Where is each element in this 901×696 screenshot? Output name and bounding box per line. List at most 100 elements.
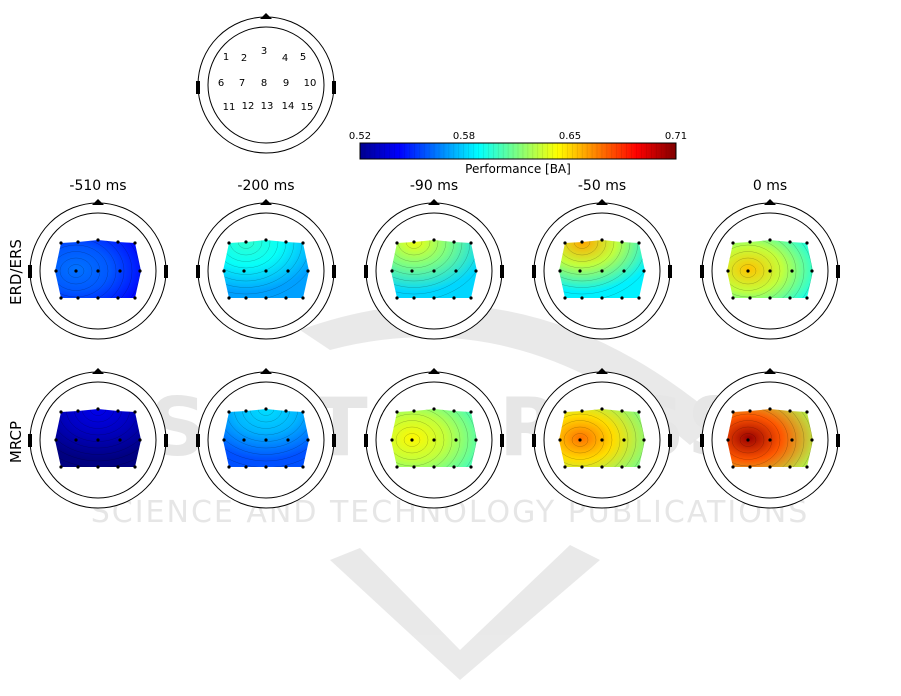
nose-icon bbox=[428, 368, 440, 374]
electrode-dot bbox=[284, 296, 288, 300]
electrode-dot bbox=[222, 269, 226, 273]
contour-line bbox=[391, 420, 437, 460]
topomap-erd bbox=[700, 199, 840, 340]
electrode-dot bbox=[286, 438, 290, 442]
contour-line bbox=[391, 413, 445, 467]
electrode-dot bbox=[242, 438, 246, 442]
electrode-dot bbox=[432, 407, 436, 411]
montage-channel-label: 9 bbox=[283, 78, 289, 89]
electrode-dot bbox=[116, 296, 120, 300]
electrode-dot bbox=[637, 241, 641, 245]
contour-line bbox=[727, 240, 805, 298]
head-inner-circle bbox=[39, 381, 157, 499]
left-ear-icon bbox=[28, 265, 32, 278]
electrode-dot bbox=[432, 465, 436, 469]
electrode-dot bbox=[116, 240, 120, 244]
electrode-dot bbox=[600, 269, 604, 273]
contour-line bbox=[727, 240, 797, 298]
electrode-dot bbox=[452, 465, 456, 469]
electrode-dot bbox=[76, 296, 80, 300]
electrode-dot bbox=[227, 241, 231, 245]
electrode-dot bbox=[790, 438, 794, 442]
electrode-dot bbox=[96, 438, 100, 442]
contour-line bbox=[403, 433, 421, 447]
head-inner-circle bbox=[543, 381, 661, 499]
topomap-surface bbox=[223, 240, 309, 298]
electrode-dot bbox=[244, 465, 248, 469]
topomap-mrcp bbox=[28, 368, 168, 509]
electrode-dot bbox=[432, 296, 436, 300]
electrode-dot bbox=[748, 240, 752, 244]
electrode-dot bbox=[790, 269, 794, 273]
right-ear-icon bbox=[836, 265, 840, 278]
head-inner-circle bbox=[375, 381, 493, 499]
electrode-dot bbox=[600, 238, 604, 242]
electrode-dot bbox=[96, 269, 100, 273]
topomap-mrcp bbox=[532, 368, 672, 509]
topomap-surface bbox=[391, 409, 477, 467]
right-ear-icon bbox=[668, 434, 672, 447]
electrode-dot bbox=[96, 238, 100, 242]
contour-line bbox=[391, 409, 469, 467]
electrode-dot bbox=[395, 465, 399, 469]
electrode-dot bbox=[452, 240, 456, 244]
topomap-surface bbox=[727, 240, 813, 298]
nose-icon bbox=[92, 199, 104, 205]
montage-channel-label: 7 bbox=[239, 78, 245, 89]
contour-line bbox=[731, 257, 765, 285]
left-ear-icon bbox=[196, 265, 200, 278]
contour-line bbox=[391, 240, 447, 269]
electrode-dot bbox=[452, 296, 456, 300]
head-inner-circle bbox=[543, 212, 661, 330]
contour-line bbox=[559, 420, 605, 460]
contour-line bbox=[727, 409, 797, 467]
electrode-dot bbox=[620, 240, 624, 244]
topomap-mrcp bbox=[700, 368, 840, 509]
electrode-dot bbox=[74, 269, 78, 273]
contour-line bbox=[223, 409, 309, 449]
contour-line bbox=[249, 409, 283, 423]
electrode-dot bbox=[59, 241, 63, 245]
contour-line bbox=[55, 240, 117, 298]
contour-line bbox=[727, 240, 789, 298]
electrode-dot bbox=[642, 269, 646, 273]
contour-line bbox=[223, 240, 309, 295]
topomap-erd bbox=[28, 199, 168, 340]
contour-line bbox=[223, 409, 309, 462]
electrode-dot bbox=[390, 438, 394, 442]
contour-line bbox=[223, 240, 279, 269]
contour-line bbox=[731, 426, 765, 454]
electrode-dot bbox=[54, 269, 58, 273]
electrode-dot bbox=[474, 438, 478, 442]
electrode-dot bbox=[469, 410, 473, 414]
electrode-dot bbox=[746, 269, 750, 273]
colorbar-tick-label: 0.65 bbox=[559, 131, 581, 142]
topomap-surface bbox=[55, 240, 141, 298]
montage-channel-label: 10 bbox=[304, 78, 317, 89]
electrode-dot bbox=[788, 465, 792, 469]
electrode-dot bbox=[600, 465, 604, 469]
electrode-dot bbox=[116, 465, 120, 469]
electrode-dot bbox=[469, 296, 473, 300]
electrode-dot bbox=[412, 409, 416, 413]
electrode-dot bbox=[726, 438, 730, 442]
left-ear-icon bbox=[28, 434, 32, 447]
right-ear-icon bbox=[668, 265, 672, 278]
head-inner-circle bbox=[375, 212, 493, 330]
contour-line bbox=[241, 409, 291, 429]
head-inner-circle bbox=[711, 212, 829, 330]
contour-line bbox=[563, 426, 597, 454]
contour-line bbox=[89, 409, 107, 416]
montage-left-ear-icon bbox=[196, 81, 200, 94]
montage-channel-label: 15 bbox=[301, 102, 314, 113]
contour-line bbox=[391, 240, 477, 295]
electrode-dot bbox=[410, 438, 414, 442]
electrode-dot bbox=[726, 269, 730, 273]
electrode-dot bbox=[54, 438, 58, 442]
electrode-dot bbox=[622, 438, 626, 442]
nose-icon bbox=[428, 199, 440, 205]
montage-channel-label: 6 bbox=[218, 78, 224, 89]
right-ear-icon bbox=[164, 434, 168, 447]
electrode-dot bbox=[395, 410, 399, 414]
